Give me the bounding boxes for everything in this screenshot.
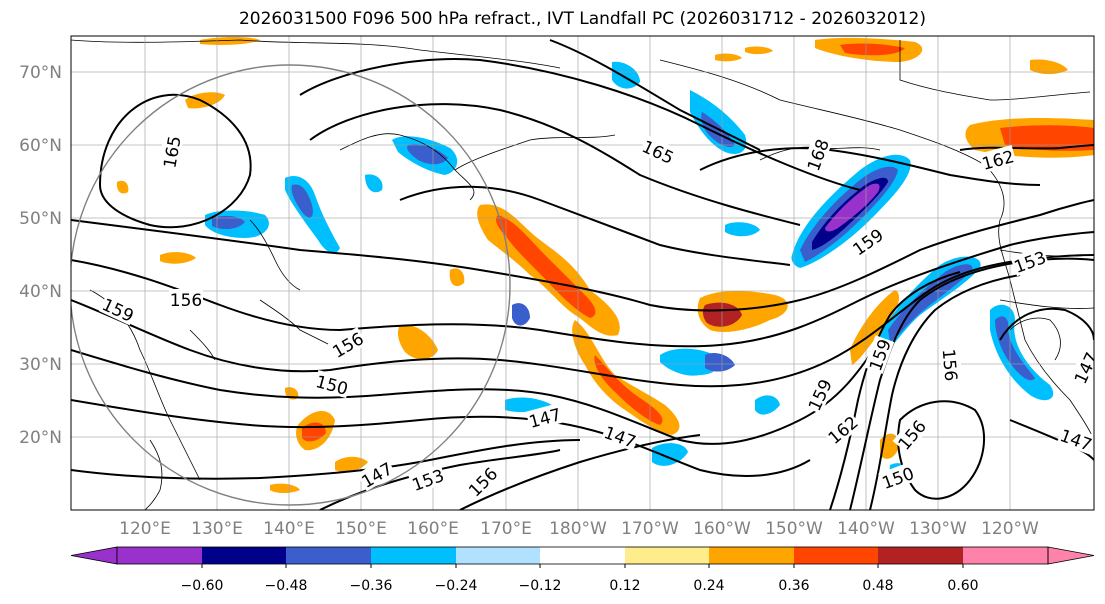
longitude-label: 150°E [335, 519, 387, 539]
longitude-label: 170°W [621, 519, 679, 539]
longitude-label: 170°E [480, 519, 532, 539]
colorbar-tick-label: −0.48 [265, 578, 308, 594]
longitude-label: 140°W [837, 519, 895, 539]
positive-anomaly-fill [116, 37, 1094, 493]
colorbar-swatch [963, 547, 1048, 564]
colorbar-tick-labels: −0.60 −0.48 −0.36 −0.24 −0.12 0.12 0.24 0.36 0.4… [181, 564, 979, 594]
colorbar-tick-label: 0.36 [778, 578, 809, 594]
map-title: 2026031500 F096 500 hPa refract., IVT La… [238, 9, 926, 29]
longitude-label: 140°E [263, 519, 315, 539]
longitude-label: 150°W [765, 519, 823, 539]
colorbar-swatch [878, 547, 963, 564]
longitude-label: 120°W [981, 519, 1039, 539]
longitude-label: 180°W [549, 519, 607, 539]
colorbar-tick-label: −0.24 [435, 578, 478, 594]
colorbar-extend-high [1047, 546, 1095, 565]
colorbar [70, 546, 1095, 565]
map-frame [70, 35, 1095, 511]
colorbar-tick-label: 0.12 [609, 578, 640, 594]
longitude-label: 160°W [693, 519, 751, 539]
latitude-label: 50°N [19, 209, 62, 229]
latitude-label: 60°N [19, 136, 62, 156]
longitude-label: 120°E [119, 519, 171, 539]
colorbar-tick-label: 0.48 [862, 578, 893, 594]
colorbar-tick-label: −0.60 [181, 578, 224, 594]
colorbar-swatch [794, 547, 878, 564]
latitude-label: 20°N [19, 428, 62, 448]
latitude-label: 70°N [19, 63, 62, 83]
colorbar-extend-low [70, 546, 118, 565]
latitude-labels: 70°N 60°N 50°N 40°N 30°N 20°N [19, 63, 62, 448]
colorbar-swatch [625, 547, 709, 564]
height-contours [71, 39, 1094, 510]
colorbar-tick-label: −0.36 [350, 578, 393, 594]
colorbar-swatch [286, 547, 371, 564]
colorbar-swatch [456, 547, 540, 564]
negative-anomaly-fill [205, 61, 1054, 482]
longitude-label: 130°W [909, 519, 967, 539]
gridlines [71, 36, 1094, 510]
contour-label: 156 [170, 291, 202, 311]
latitude-label: 30°N [19, 355, 62, 375]
colorbar-swatch [117, 547, 202, 564]
longitude-labels: 120°E 130°E 140°E 150°E 160°E 170°E 180°W 170°W… [119, 519, 1039, 539]
colorbar-swatch [202, 547, 286, 564]
colorbar-outline [116, 546, 1049, 565]
colorbar-swatch [709, 547, 794, 564]
latitude-label: 40°N [19, 282, 62, 302]
colorbar-swatch [371, 547, 456, 564]
longitude-label: 160°E [407, 519, 459, 539]
longitude-label: 130°E [191, 519, 243, 539]
colorbar-tick-label: −0.12 [519, 578, 562, 594]
contour-label: 156 [938, 348, 961, 382]
colorbar-tick-label: 0.60 [947, 578, 978, 594]
range-circle [71, 64, 511, 506]
colorbar-swatch [540, 547, 625, 564]
colorbar-tick-label: 0.24 [693, 578, 724, 594]
